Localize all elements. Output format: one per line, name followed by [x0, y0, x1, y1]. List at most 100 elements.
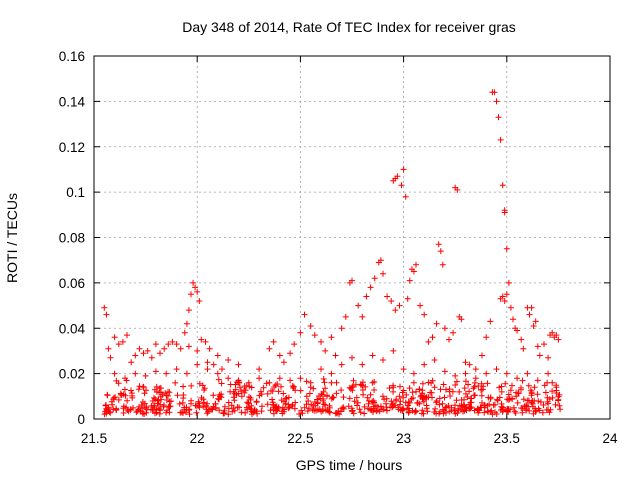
data-point [461, 396, 467, 403]
data-point [229, 408, 236, 415]
data-point [459, 403, 466, 410]
data-point [163, 397, 170, 403]
data-point [177, 345, 184, 352]
y-tick-label: 0.16 [59, 49, 85, 64]
y-tick-label: 0.06 [59, 276, 85, 291]
data-point [285, 394, 292, 401]
data-point [305, 405, 312, 412]
data-point [236, 404, 243, 411]
data-point [495, 114, 502, 121]
data-point [396, 302, 403, 309]
data-point [369, 398, 376, 405]
data-point [403, 391, 410, 398]
data-point [402, 193, 409, 200]
data-point [107, 409, 114, 416]
data-point [310, 385, 317, 392]
data-point [165, 341, 172, 348]
data-point [196, 298, 203, 304]
data-point [143, 406, 150, 413]
data-point [173, 366, 180, 373]
data-point [346, 395, 353, 402]
data-point [297, 375, 304, 382]
data-point [202, 338, 209, 345]
data-point [245, 400, 252, 407]
data-point [529, 398, 536, 404]
data-point [117, 390, 124, 397]
data-point [378, 403, 384, 410]
data-point [312, 402, 319, 409]
data-point [408, 396, 415, 402]
data-point [142, 372, 149, 379]
data-point [389, 404, 396, 411]
data-point [307, 384, 314, 391]
data-point [479, 352, 485, 359]
data-point [507, 387, 514, 394]
data-point [503, 370, 510, 377]
data-point [328, 379, 335, 386]
data-point [539, 409, 546, 416]
data-point [180, 410, 186, 417]
data-point [196, 400, 203, 407]
data-point [429, 394, 435, 401]
data-point [368, 407, 375, 414]
data-point [113, 377, 120, 384]
data-point [311, 407, 318, 414]
data-point [322, 402, 329, 408]
data-point [298, 407, 305, 414]
data-point [256, 375, 263, 382]
data-point [396, 393, 403, 400]
data-point [287, 377, 294, 384]
data-point [441, 325, 448, 332]
data-point [493, 411, 500, 417]
data-point [311, 332, 318, 339]
data-point [405, 398, 412, 405]
y-tick-label: 0.1 [66, 185, 85, 200]
data-point [176, 400, 183, 407]
data-point [285, 405, 292, 412]
data-point [453, 378, 460, 385]
data-point [305, 398, 312, 404]
data-point [443, 386, 449, 393]
data-point [111, 334, 118, 341]
data-point [470, 385, 477, 392]
data-point [110, 394, 117, 401]
data-point [482, 402, 488, 409]
data-point [541, 382, 548, 389]
data-point [518, 405, 525, 411]
data-point [534, 343, 541, 350]
data-point [127, 406, 134, 413]
y-axis-title: ROTI / TECUs [4, 193, 20, 283]
data-point [282, 401, 289, 408]
data-point [325, 408, 332, 415]
data-point [338, 325, 345, 332]
data-point [431, 409, 438, 415]
data-point [556, 402, 563, 409]
data-point [360, 391, 367, 398]
data-point [484, 408, 491, 415]
data-point [157, 350, 163, 357]
data-point [540, 402, 547, 408]
data-point [353, 394, 360, 401]
data-point [123, 404, 129, 411]
data-point [280, 359, 287, 366]
data-point [501, 298, 508, 304]
data-point [105, 345, 112, 352]
data-point [485, 394, 492, 401]
data-point [260, 384, 267, 391]
data-point [437, 386, 444, 393]
grid-lines [94, 56, 610, 419]
data-point [514, 399, 521, 406]
data-point [398, 182, 405, 189]
data-point [140, 350, 147, 357]
data-point [308, 401, 315, 408]
data-point [441, 368, 448, 375]
data-point [371, 275, 378, 282]
data-point [141, 390, 148, 397]
data-point [349, 277, 355, 284]
data-point [230, 394, 237, 401]
data-point [461, 385, 468, 392]
data-point [136, 345, 143, 352]
data-point [318, 366, 324, 373]
data-point [456, 402, 463, 409]
data-point [400, 366, 407, 373]
